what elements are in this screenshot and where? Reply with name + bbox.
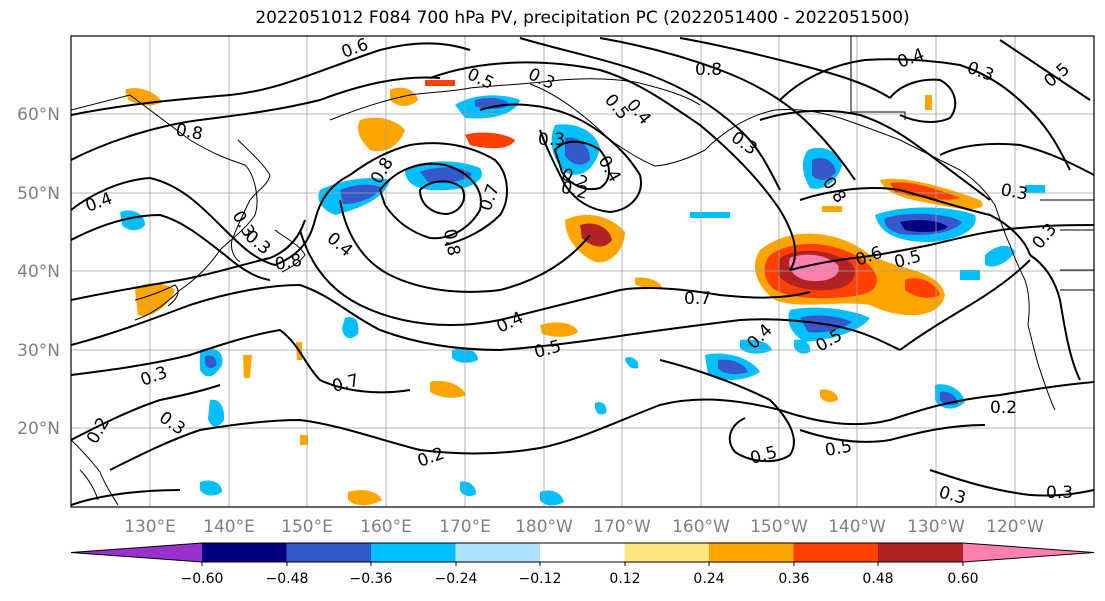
lon-label: 120°W — [986, 517, 1044, 537]
lat-label: 30°N — [17, 341, 60, 361]
colorbar-swatch — [286, 543, 372, 562]
colorbar-swatch — [371, 543, 456, 562]
lat-label: 40°N — [17, 262, 60, 282]
lon-label: 160°W — [672, 517, 730, 537]
colorbar-tick-label: 0.48 — [862, 571, 893, 587]
map-frame — [70, 35, 1095, 508]
colorbar-tick-label: 0.60 — [947, 571, 978, 587]
lon-label: 180°W — [515, 517, 573, 537]
colorbar-swatch — [71, 543, 202, 562]
lat-label: 60°N — [17, 105, 60, 125]
colorbar-swatch — [878, 543, 963, 562]
lon-label: 160°E — [360, 517, 412, 537]
lat-label: 50°N — [17, 184, 60, 204]
contour-label: 0.8 — [174, 120, 204, 144]
colorbar-swatch — [793, 543, 879, 562]
colorbar-tick-label: −0.60 — [181, 571, 224, 587]
contour-label: 0.8 — [695, 60, 722, 80]
lon-label: 150°W — [750, 517, 808, 537]
lat-labels: 60°N 50°N 40°N 30°N 20°N — [17, 105, 60, 439]
colorbar-swatch — [963, 543, 1094, 562]
graticule — [71, 36, 1094, 507]
lon-label: 140°W — [828, 517, 886, 537]
colorbar-swatch — [455, 543, 541, 562]
colorbar-tick-label: 0.12 — [609, 571, 640, 587]
contour-label: 0.3 — [1046, 483, 1073, 503]
map-title: 2022051012 F084 700 hPa PV, precipitatio… — [255, 8, 910, 28]
contour-label: 0.2 — [990, 398, 1017, 418]
colorbar-tick-label: 0.24 — [693, 571, 724, 587]
colorbar-tick-label: −0.36 — [350, 571, 393, 587]
contour-labels: 0.6 0.5 0.3 0.8 0.4 0.3 0.5 0.8 0.4 0.3 … — [83, 36, 1074, 507]
colorbar-swatch — [202, 543, 287, 562]
lon-label: 130°E — [124, 517, 176, 537]
colorbar: −0.60 −0.48 −0.36 −0.24 −0.12 0.12 0.24 … — [70, 542, 1095, 587]
lat-label: 20°N — [17, 419, 60, 439]
lon-label: 140°E — [203, 517, 255, 537]
colorbar-swatch — [540, 543, 625, 562]
colorbar-tick-label: −0.24 — [435, 571, 478, 587]
colorbar-tick-label: −0.48 — [266, 571, 309, 587]
lon-label: 150°E — [281, 517, 333, 537]
contour-label: 0.3 — [538, 130, 565, 150]
colorbar-swatches — [70, 542, 1095, 563]
lon-labels: 130°E 140°E 150°E 160°E 170°E 180°W 170°… — [124, 517, 1044, 537]
colorbar-tick-label: 0.36 — [778, 571, 809, 587]
contour-label: 0.7 — [684, 289, 711, 309]
contour-label: 0.3 — [999, 180, 1029, 204]
colorbar-ticks — [201, 562, 964, 566]
colorbar-swatch — [624, 543, 710, 562]
pv-contours — [71, 37, 1094, 506]
lon-label: 170°W — [593, 517, 651, 537]
contour-label: 0.5 — [823, 437, 853, 461]
contour-label: 0.8 — [439, 227, 463, 257]
contour-label: 0.8 — [273, 251, 303, 275]
precip-shading — [120, 80, 1045, 506]
lon-label: 170°E — [439, 517, 491, 537]
colorbar-swatch — [709, 543, 794, 562]
lon-label: 130°W — [907, 517, 965, 537]
colorbar-tick-label: −0.12 — [519, 571, 562, 587]
